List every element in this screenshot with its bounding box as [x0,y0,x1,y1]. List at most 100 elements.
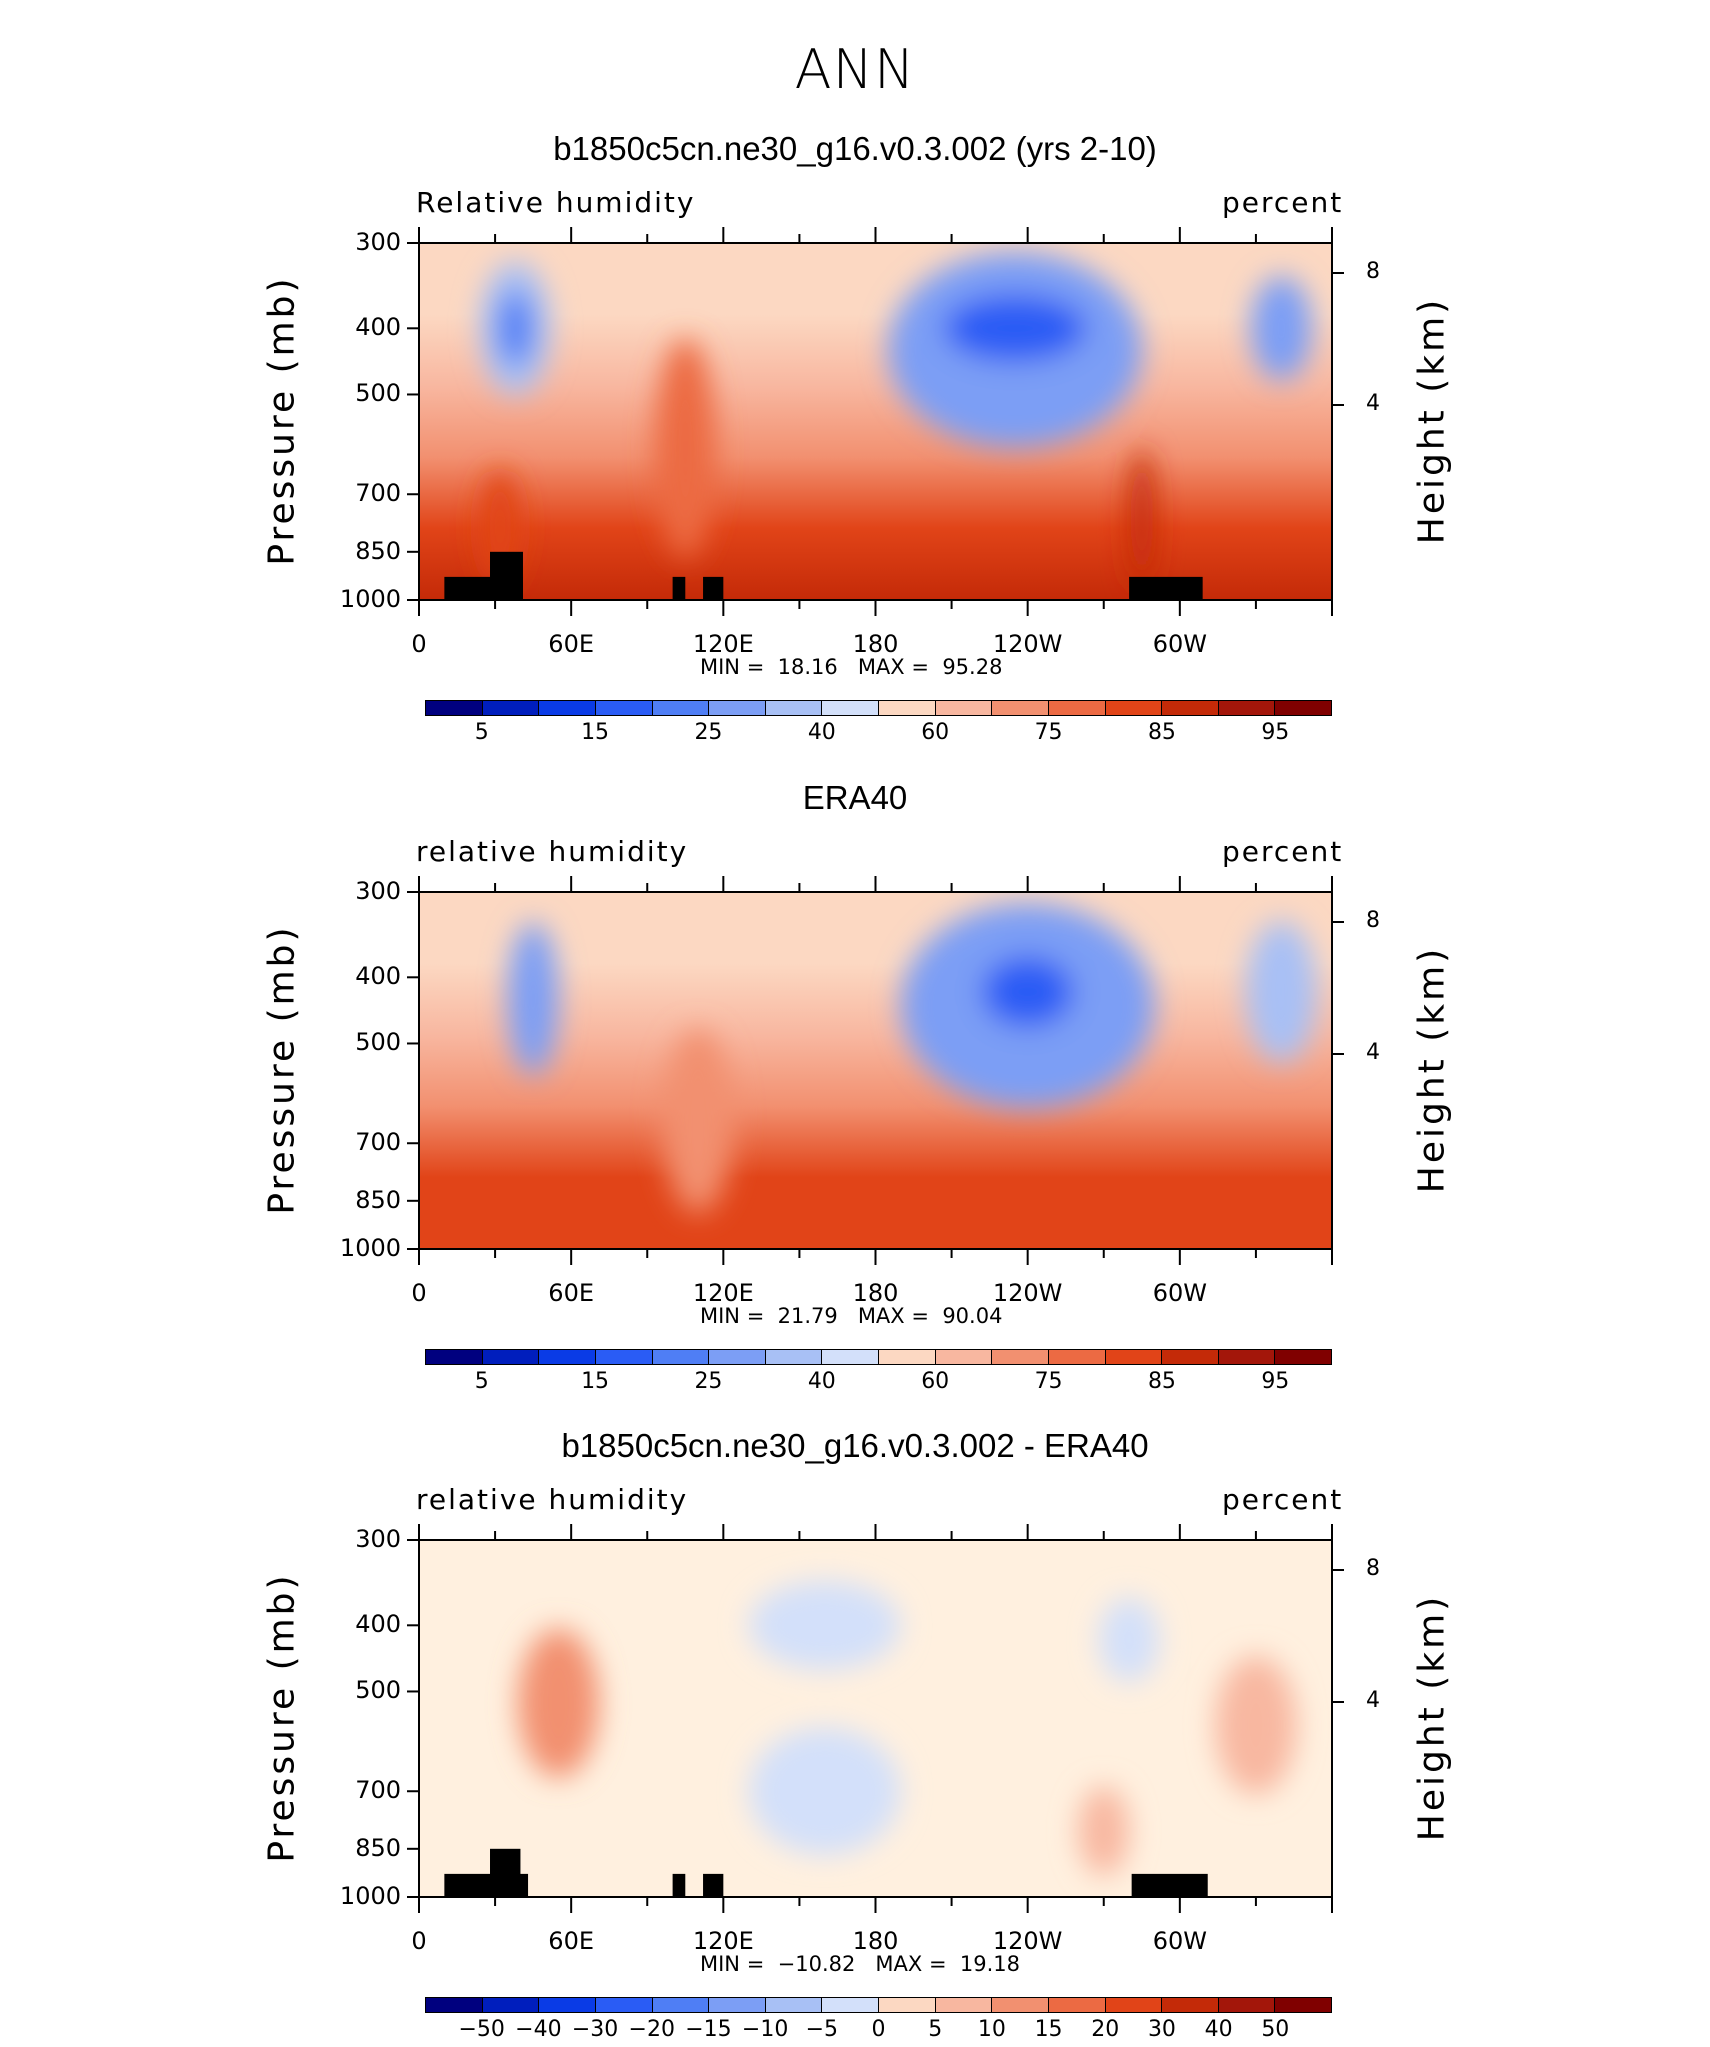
contour-blob [748,1580,901,1670]
y-tick-label: 850 [355,536,401,565]
topography-mask [703,576,724,600]
variable-label: Relative humidity [416,186,696,219]
x-tick-label: 0 [411,1279,427,1307]
y-tick-label: 500 [355,1676,401,1705]
topography-mask [1129,576,1203,600]
colorbar-label: 5 [928,2017,943,2042]
min-max-line: MIN = 18.16 MAX = 95.28 [700,655,1002,679]
colorbar-label: 40 [807,1369,836,1394]
colorbar-label: −40 [515,2017,562,2042]
colorbar-swatch [482,1350,540,1364]
max-label: MAX = [857,655,943,679]
colorbar-swatch [709,701,766,715]
colorbar-swatch [765,1998,823,2012]
colorbar-swatch [539,701,596,715]
contour-blob [654,338,716,559]
colorbar-label: 95 [1261,1369,1290,1394]
colorbar-swatch [595,701,653,715]
topography-mask [490,551,523,600]
colorbar-swatch [709,1350,766,1364]
contour-blob [507,922,559,1076]
topography-mask [672,1873,686,1897]
colorbar-swatch [652,1350,710,1364]
colorbar-swatch [1218,1350,1276,1364]
min-label: MIN = [700,655,778,679]
colorbar-label: 75 [1034,1369,1063,1394]
colorbar-swatch [1275,1350,1331,1364]
contour-blob [1215,1655,1297,1795]
y-tick-label: 300 [355,228,401,256]
colorbar-label: −30 [571,2017,619,2042]
colorbar-swatch [652,701,710,715]
topography-mask [490,1848,521,1897]
y-tick-label: 500 [355,379,401,408]
colorbar-label: 20 [1091,2017,1120,2042]
x-tick-label: 0 [411,630,427,658]
colorbar-label: 15 [1034,2017,1063,2042]
chart-panel: ERA40 relative humidity percent 300 400 500 70… [0,749,1710,1399]
y-tick-label: 400 [355,1610,401,1639]
contour-blob [982,956,1074,1028]
colorbar-label: 30 [1147,2017,1176,2042]
max-value: 19.18 [959,1952,1021,1976]
y-axis-title: Pressure (mb) [261,1571,303,1863]
units-label: percent [1222,1483,1344,1516]
colorbar-swatch [1048,1998,1106,2012]
min-label: MIN = [700,1304,778,1328]
colorbar-label: 85 [1147,720,1176,745]
units-label: percent [1222,835,1344,868]
max-label: MAX = [857,1304,943,1328]
colorbar [425,1349,1332,1365]
colorbar-label: 5 [474,720,489,745]
y-tick-label: 500 [355,1028,401,1057]
y-tick-label: 850 [355,1833,401,1862]
colorbar-label: 50 [1261,2017,1290,2042]
panel-title: b1850c5cn.ne30_g16.v0.3.002 (yrs 2-10) [553,130,1157,167]
x-tick-label: 60W [1152,630,1207,658]
super-title: ANN [794,38,916,101]
colorbar-swatch [1275,1998,1331,2012]
colorbar-swatch [1162,701,1219,715]
max-label: MAX = [875,1952,960,1976]
colorbar-swatch [1218,1998,1276,2012]
colorbar-swatch [879,1998,936,2012]
colorbar-swatch [1275,701,1331,715]
topography-mask [672,576,686,600]
y2-tick-label: 4 [1366,391,1380,416]
y-tick-label: 1000 [339,585,401,613]
units-label: percent [1222,186,1344,219]
colorbar-label: −15 [685,2017,732,2042]
colorbar-swatch [482,1998,540,2012]
min-label: MIN = [700,1952,778,1976]
colorbar-swatch [992,1998,1049,2012]
colorbar-label: −10 [741,2017,789,2042]
panel-title: ERA40 [802,779,908,816]
colorbar-label: 40 [1204,2017,1233,2042]
variable-label: relative humidity [416,1483,689,1516]
variable-label: relative humidity [416,835,689,868]
x-tick-label: 120E [692,1279,754,1307]
y2-tick-label: 4 [1366,1040,1380,1065]
colorbar-swatch [879,701,936,715]
y2-tick-label: 8 [1366,908,1380,933]
colorbar-label: 25 [694,720,723,745]
x-tick-label: 60W [1152,1279,1207,1307]
colorbar-swatch [1162,1350,1219,1364]
max-value: 95.28 [942,655,1003,679]
colorbar-swatch [935,1998,993,2012]
chart-panel: b1850c5cn.ne30_g16.v0.3.002 - ERA40 relat… [0,1397,1710,2047]
colorbar-swatch [1048,701,1106,715]
colorbar-swatch [539,1350,596,1364]
contour-blob [497,291,534,366]
y-tick-label: 1000 [339,1234,401,1262]
min-value: 18.16 [777,655,858,679]
colorbar-swatch [765,701,823,715]
colorbar-label: 60 [921,1369,950,1394]
colorbar-label: 5 [474,1369,489,1394]
heatmap-background [419,892,1332,1249]
colorbar-label: 75 [1034,720,1063,745]
chart-panel: b1850c5cn.ne30_g16.v0.3.002 (yrs 2-10) Re… [0,100,1710,750]
colorbar-swatch [822,1350,879,1364]
x-tick-label: 0 [411,1927,427,1955]
contour-blob [1129,448,1155,590]
